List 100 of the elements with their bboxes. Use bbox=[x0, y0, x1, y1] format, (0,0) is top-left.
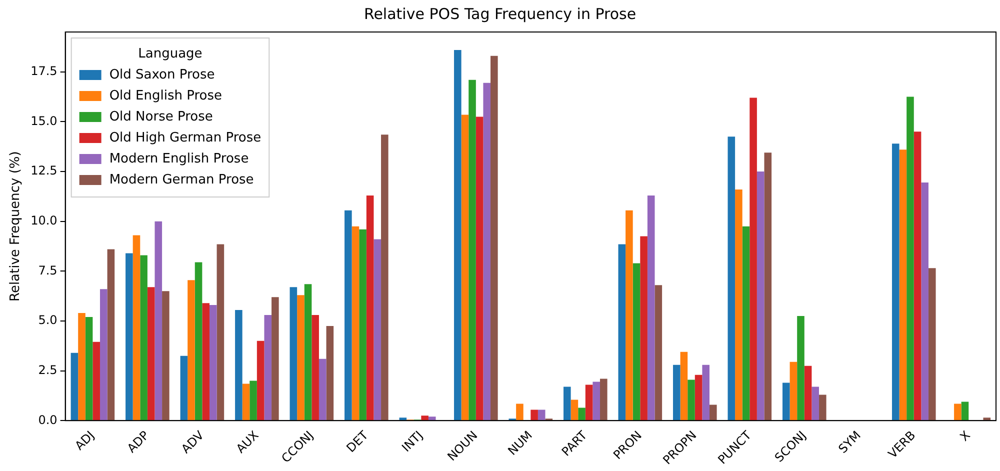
chart-title: Relative POS Tag Frequency in Prose bbox=[364, 4, 636, 23]
bar bbox=[906, 96, 914, 420]
bar bbox=[538, 410, 546, 420]
bar bbox=[100, 289, 108, 420]
bar bbox=[585, 384, 593, 420]
bar bbox=[592, 382, 600, 420]
bar bbox=[126, 253, 133, 420]
bar bbox=[78, 313, 86, 420]
bar bbox=[961, 402, 969, 420]
bar bbox=[140, 255, 148, 420]
bar bbox=[764, 152, 772, 420]
y-tick-label: 2.5 bbox=[38, 362, 58, 377]
bar bbox=[680, 352, 688, 420]
bar bbox=[756, 172, 764, 420]
bar bbox=[421, 416, 428, 420]
bar bbox=[242, 384, 250, 420]
bar bbox=[304, 284, 312, 420]
bar bbox=[202, 303, 210, 420]
bar bbox=[790, 362, 798, 420]
y-tick-label: 12.5 bbox=[30, 164, 58, 178]
y-axis-title: Relative Frequency (%) bbox=[8, 151, 24, 302]
bar bbox=[209, 305, 217, 420]
bar bbox=[264, 315, 272, 420]
bar bbox=[454, 50, 462, 420]
bar bbox=[483, 82, 491, 420]
bar bbox=[326, 326, 334, 420]
legend-title: Language bbox=[138, 46, 202, 62]
bar bbox=[107, 249, 115, 420]
bar bbox=[188, 280, 195, 420]
bar bbox=[618, 244, 626, 420]
bar bbox=[804, 366, 812, 420]
y-tick-label: 7.5 bbox=[38, 263, 58, 278]
bar bbox=[312, 315, 319, 420]
bar bbox=[892, 144, 900, 420]
bar bbox=[154, 221, 162, 420]
bar bbox=[490, 56, 498, 420]
legend-label: Old Saxon Prose bbox=[109, 67, 215, 82]
bar bbox=[728, 136, 736, 420]
bar bbox=[578, 408, 586, 420]
bar bbox=[516, 404, 524, 420]
bar bbox=[162, 291, 170, 420]
legend-label: Old Norse Prose bbox=[109, 109, 213, 124]
bar bbox=[374, 239, 382, 420]
bar bbox=[750, 98, 757, 420]
bar bbox=[640, 236, 648, 420]
y-tick-label: 17.5 bbox=[30, 64, 58, 78]
bar bbox=[92, 342, 100, 420]
bar bbox=[564, 386, 571, 420]
bar bbox=[797, 316, 804, 420]
bar bbox=[921, 182, 928, 420]
bar bbox=[530, 410, 538, 420]
bar bbox=[928, 268, 936, 420]
bar bbox=[782, 382, 790, 420]
bar bbox=[147, 287, 155, 420]
bar bbox=[818, 394, 826, 420]
bar bbox=[216, 244, 224, 420]
bar bbox=[352, 226, 360, 420]
bar bbox=[399, 418, 407, 420]
bar bbox=[366, 195, 374, 420]
bar bbox=[632, 263, 640, 420]
legend-label: Old English Prose bbox=[109, 88, 222, 104]
bar bbox=[461, 114, 469, 420]
legend-label: Modern English Prose bbox=[109, 151, 249, 166]
bar bbox=[735, 189, 742, 420]
y-tick-label: 0.0 bbox=[38, 412, 58, 427]
bar bbox=[954, 404, 962, 420]
bar bbox=[476, 116, 484, 420]
bar bbox=[673, 364, 680, 420]
bar bbox=[694, 374, 702, 420]
bar bbox=[344, 210, 352, 420]
y-tick-label: 15.0 bbox=[30, 114, 58, 128]
x-tick-label: X bbox=[957, 428, 973, 444]
legend-label: Old High German Prose bbox=[109, 130, 262, 146]
bar bbox=[256, 340, 264, 420]
bar bbox=[654, 285, 662, 420]
bar bbox=[235, 310, 242, 420]
bar bbox=[381, 134, 388, 420]
bar bbox=[194, 262, 202, 420]
y-tick-label: 5.0 bbox=[38, 313, 58, 328]
bar bbox=[570, 400, 578, 420]
bar bbox=[468, 80, 476, 420]
bar bbox=[983, 418, 991, 420]
bar bbox=[297, 295, 304, 420]
bar bbox=[272, 297, 279, 420]
bar bbox=[318, 358, 326, 420]
bar bbox=[180, 356, 188, 420]
bar bbox=[600, 378, 608, 420]
legend-label: Modern German Prose bbox=[109, 172, 254, 188]
bar bbox=[647, 195, 655, 420]
bar bbox=[626, 210, 633, 420]
bar bbox=[702, 364, 710, 420]
bar bbox=[70, 352, 78, 420]
bar bbox=[132, 235, 140, 420]
bar bbox=[709, 404, 717, 420]
bar bbox=[85, 317, 93, 420]
bar bbox=[914, 132, 922, 420]
y-tick-label: 10.0 bbox=[30, 213, 58, 228]
bar bbox=[812, 386, 819, 420]
bar bbox=[290, 287, 298, 420]
bar bbox=[359, 229, 366, 420]
